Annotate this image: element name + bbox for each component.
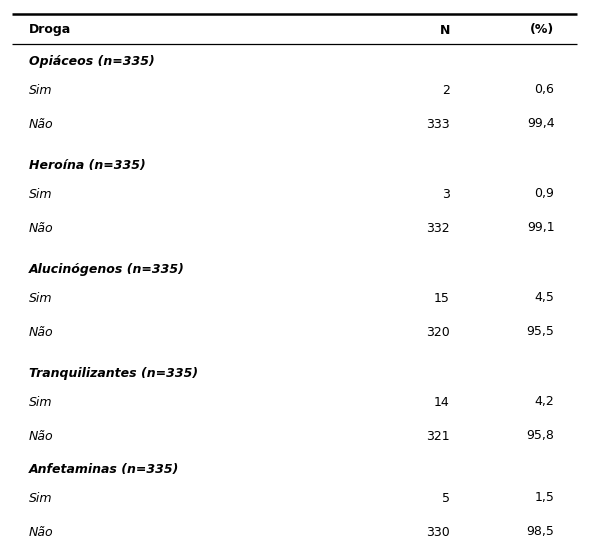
- Text: Não: Não: [29, 525, 54, 538]
- Text: 321: 321: [426, 429, 450, 442]
- Text: 330: 330: [426, 525, 450, 538]
- Text: (%): (%): [530, 24, 554, 37]
- Text: 332: 332: [426, 221, 450, 234]
- Text: Não: Não: [29, 221, 54, 234]
- Text: Droga: Droga: [29, 24, 71, 37]
- Text: 4,2: 4,2: [535, 395, 554, 408]
- Text: 14: 14: [434, 395, 450, 408]
- Text: Sim: Sim: [29, 84, 52, 97]
- Text: 3: 3: [442, 187, 450, 200]
- Text: Sim: Sim: [29, 395, 52, 408]
- Text: Sim: Sim: [29, 292, 52, 305]
- Text: Não: Não: [29, 429, 54, 442]
- Text: Tranquilizantes (n=335): Tranquilizantes (n=335): [29, 368, 198, 381]
- Text: 0,6: 0,6: [535, 84, 554, 97]
- Text: 4,5: 4,5: [535, 292, 554, 305]
- Text: N: N: [439, 24, 450, 37]
- Text: 98,5: 98,5: [527, 525, 554, 538]
- Text: Não: Não: [29, 118, 54, 131]
- Text: 5: 5: [442, 491, 450, 504]
- Text: 99,4: 99,4: [527, 118, 554, 131]
- Text: 15: 15: [434, 292, 450, 305]
- Text: 0,9: 0,9: [535, 187, 554, 200]
- Text: 333: 333: [426, 118, 450, 131]
- Text: Não: Não: [29, 326, 54, 339]
- Text: 95,5: 95,5: [527, 326, 554, 339]
- Text: Alucinógenos (n=335): Alucinógenos (n=335): [29, 264, 185, 276]
- Text: Sim: Sim: [29, 187, 52, 200]
- Text: Sim: Sim: [29, 491, 52, 504]
- Text: 99,1: 99,1: [527, 221, 554, 234]
- Text: 2: 2: [442, 84, 450, 97]
- Text: 320: 320: [426, 326, 450, 339]
- Text: 95,8: 95,8: [527, 429, 554, 442]
- Text: Opiáceos (n=335): Opiáceos (n=335): [29, 56, 155, 69]
- Text: Heroína (n=335): Heroína (n=335): [29, 159, 145, 172]
- Text: Anfetaminas (n=335): Anfetaminas (n=335): [29, 463, 179, 476]
- Text: 1,5: 1,5: [535, 491, 554, 504]
